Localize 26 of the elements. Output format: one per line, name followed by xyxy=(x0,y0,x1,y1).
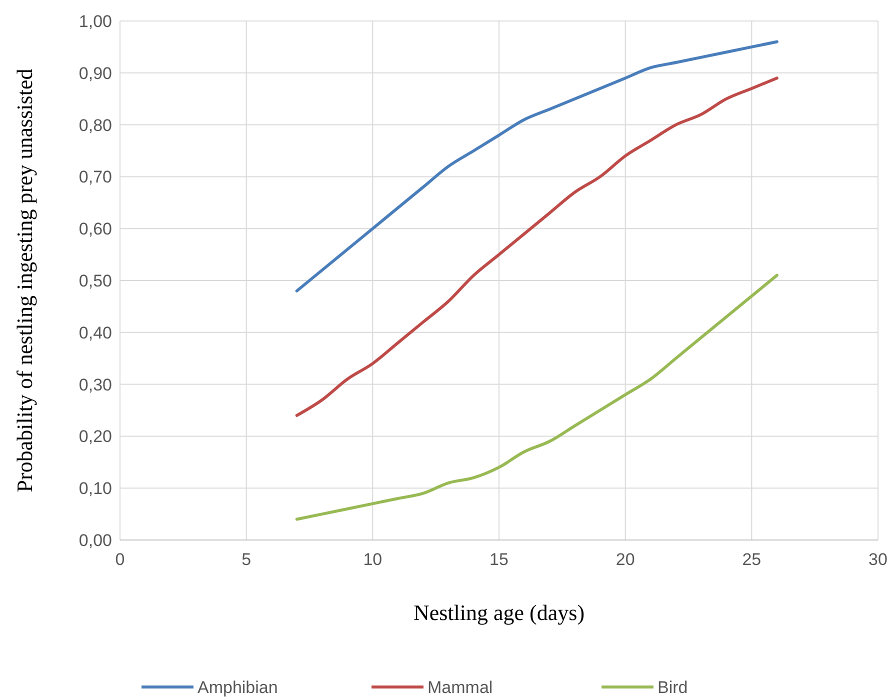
line-series xyxy=(295,76,778,417)
y-tick-label: 0,60 xyxy=(78,220,112,239)
x-axis-title: Nestling age (days) xyxy=(413,600,585,625)
y-tick-label: 0,10 xyxy=(78,479,112,498)
legend-label: Bird xyxy=(658,678,688,697)
y-tick-label: 0,40 xyxy=(78,323,112,342)
y-tick-label: 0,30 xyxy=(78,375,112,394)
x-tick-label: 25 xyxy=(742,550,762,569)
y-axis-title: Probability of nestling ingesting prey unassisted xyxy=(12,68,37,492)
y-tick-label: 0,00 xyxy=(78,530,112,550)
x-tick-label: 15 xyxy=(490,550,508,569)
x-tick-label: 30 xyxy=(868,550,888,569)
line-series xyxy=(295,274,778,521)
y-tick-label: 0,90 xyxy=(78,64,112,83)
y-tick-label: 1,00 xyxy=(78,12,112,31)
legend-label: Mammal xyxy=(428,678,493,697)
x-tick-label: 5 xyxy=(242,550,252,569)
x-tick-label: 10 xyxy=(363,550,382,569)
y-tick-label: 0,80 xyxy=(78,116,112,135)
y-tick-label: 0,50 xyxy=(78,271,112,290)
line-series xyxy=(295,40,778,292)
x-tick-label: 20 xyxy=(616,550,635,569)
y-tick-label: 0,70 xyxy=(78,168,112,187)
legend-label: Amphibian xyxy=(198,678,278,697)
x-tick-label: 0 xyxy=(115,550,125,569)
y-tick-label: 0,20 xyxy=(78,427,112,446)
